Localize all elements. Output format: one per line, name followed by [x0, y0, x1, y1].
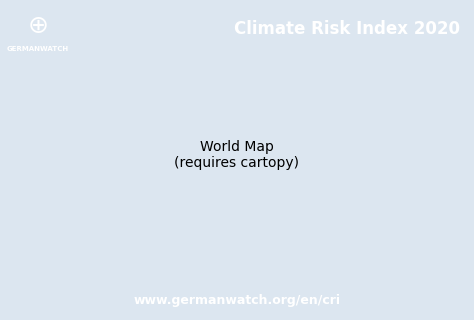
Text: ⊕: ⊕: [27, 14, 48, 38]
Text: www.germanwatch.org/en/cri: www.germanwatch.org/en/cri: [134, 294, 340, 307]
Text: World Map
(requires cartopy): World Map (requires cartopy): [174, 140, 300, 170]
Text: GERMANWATCH: GERMANWATCH: [7, 46, 69, 52]
Text: Climate Risk Index 2020: Climate Risk Index 2020: [234, 20, 460, 38]
